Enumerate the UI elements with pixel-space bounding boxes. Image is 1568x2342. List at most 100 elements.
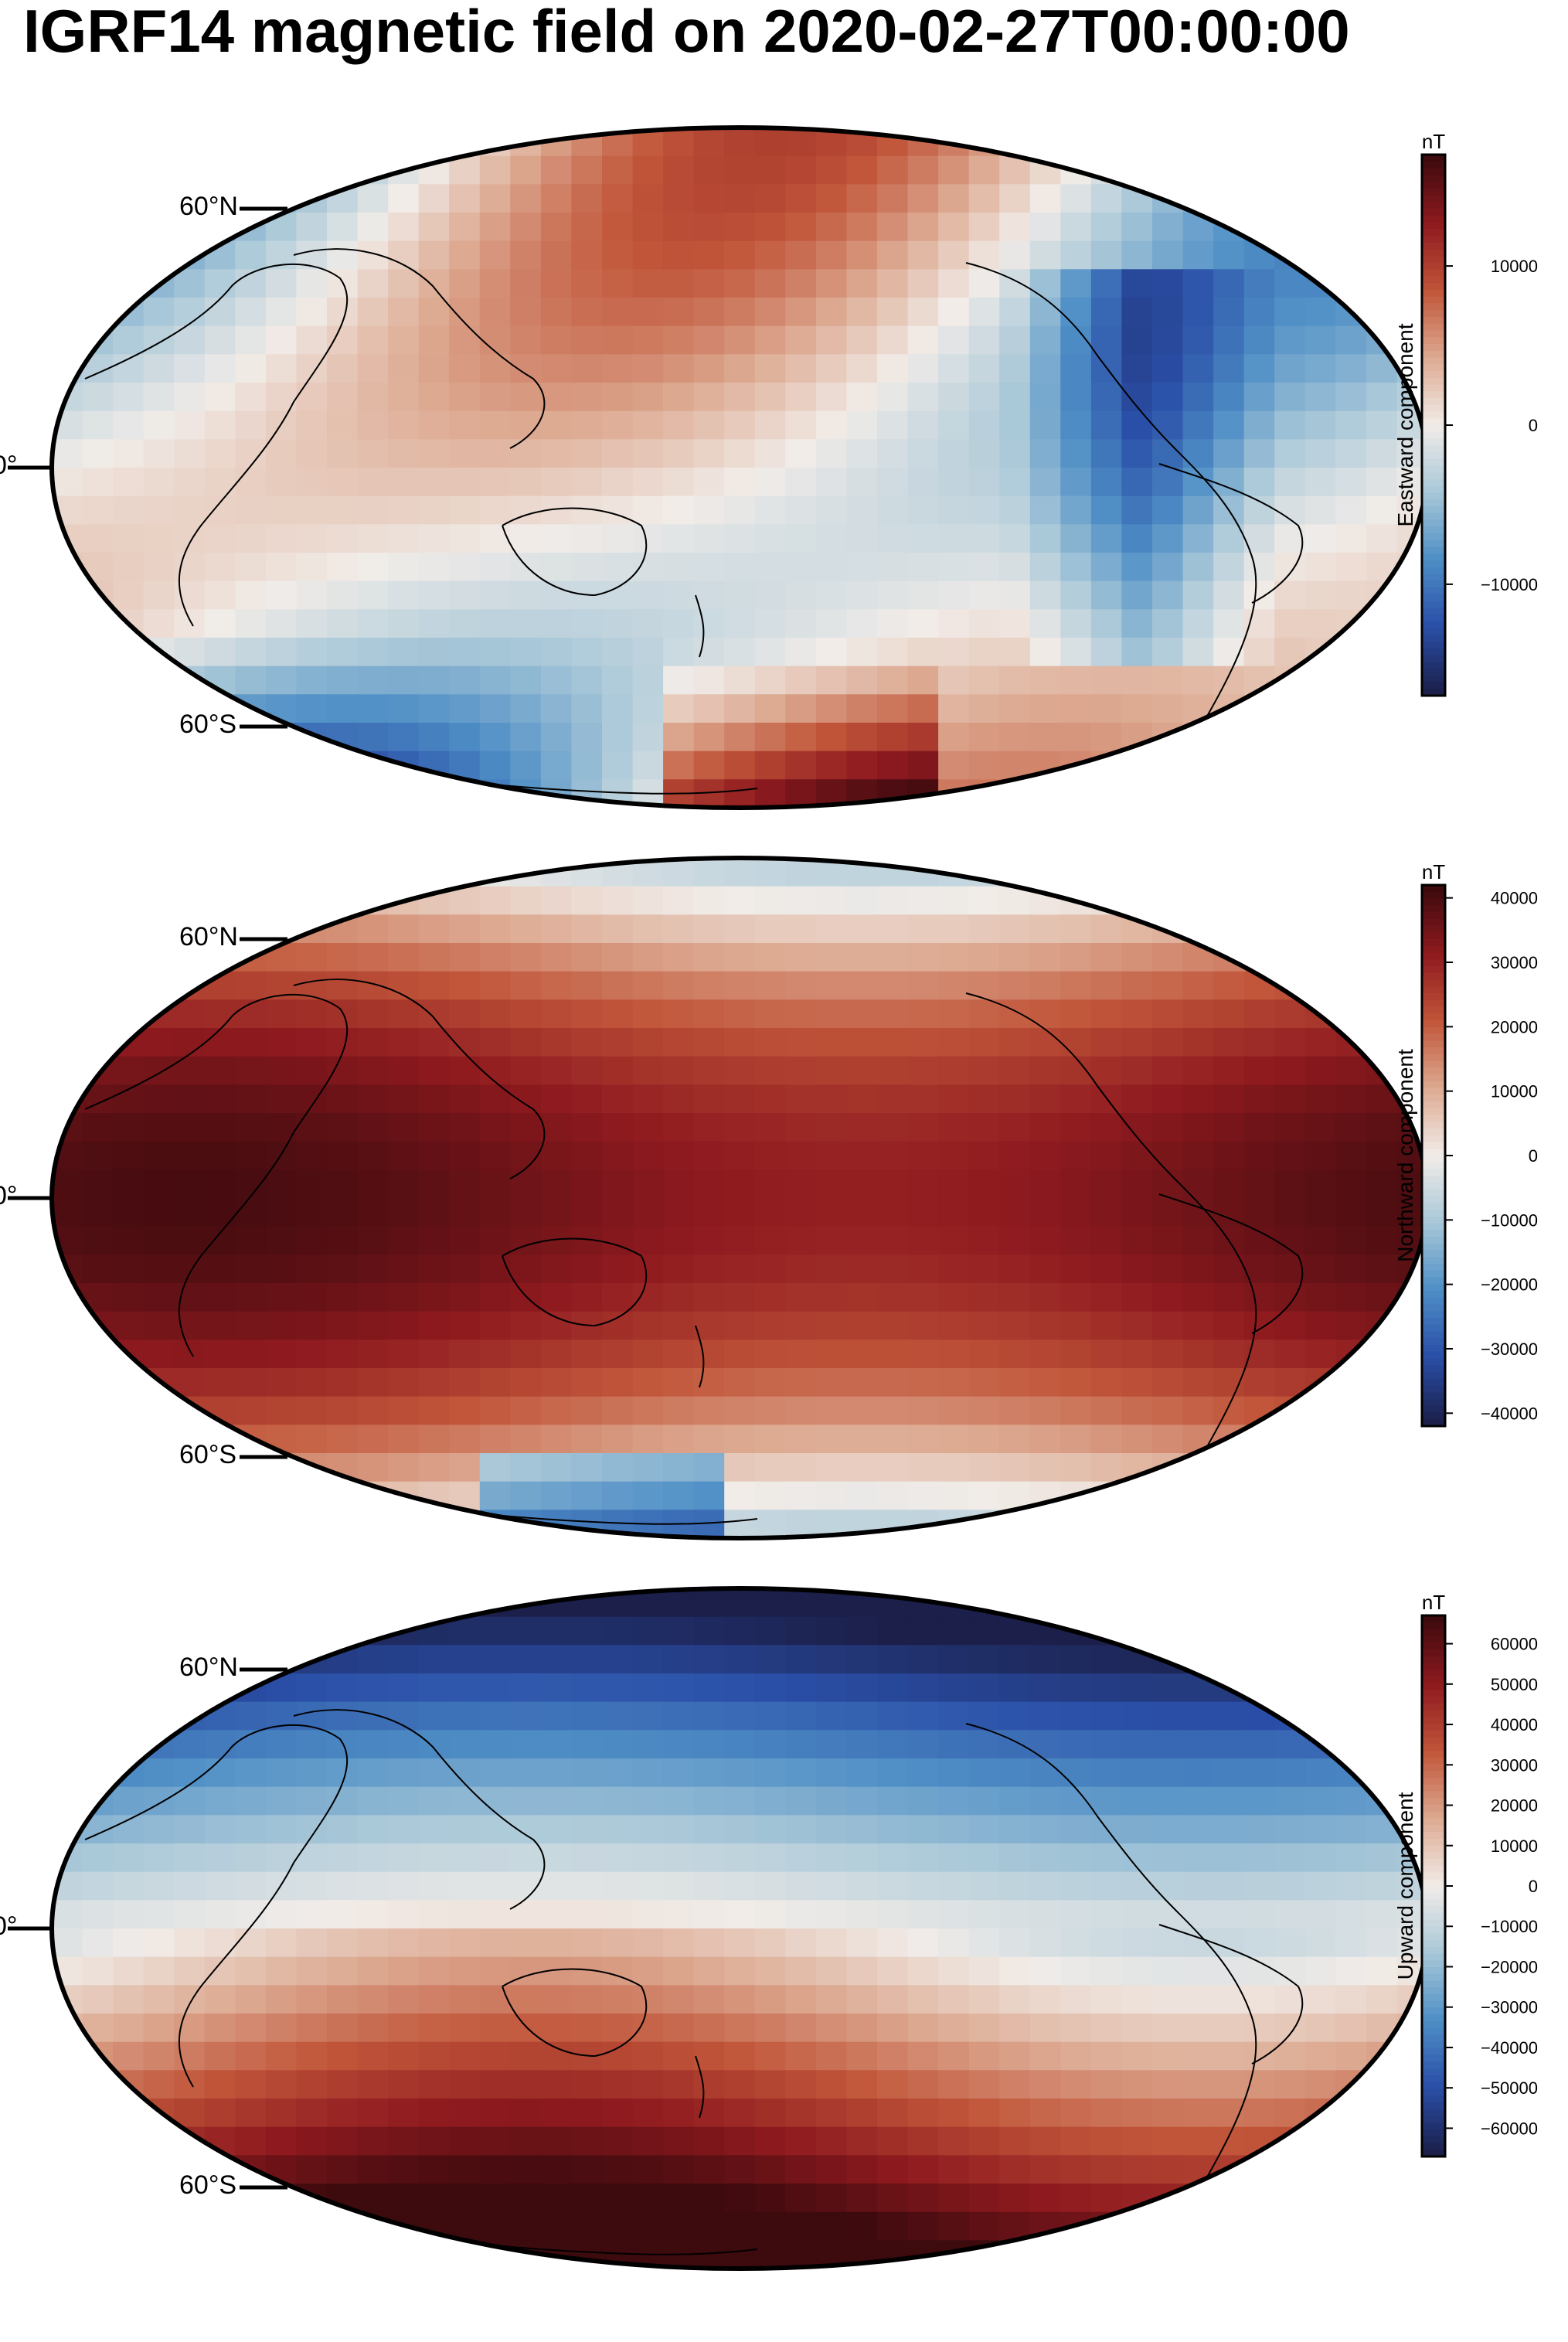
grid-cell (510, 1198, 542, 1227)
grid-cell (540, 269, 573, 298)
grid-cell (327, 609, 359, 638)
grid-cell (174, 2211, 206, 2242)
grid-cell (540, 325, 573, 356)
grid-cell (632, 495, 664, 526)
grid-cell (846, 1786, 878, 1816)
grid-cell (632, 184, 664, 213)
colorbar-segment (1422, 1832, 1445, 1840)
grid-cell (1243, 184, 1276, 213)
colorbar-segment (1422, 195, 1445, 203)
grid-cell (846, 665, 878, 696)
grid-cell (724, 2155, 756, 2184)
grid-cell (815, 1169, 848, 1199)
colorbar-segment (1422, 2143, 1445, 2151)
grid-cell (1121, 1673, 1153, 1703)
grid-cell (693, 1368, 726, 1397)
grid-cell (174, 638, 206, 667)
grid-cell (693, 971, 726, 1001)
grid-cell (785, 1169, 817, 1199)
grid-cell (296, 1843, 328, 1873)
grid-cell (1121, 2099, 1153, 2128)
grid-cell (449, 1368, 481, 1397)
grid-cell (663, 886, 695, 916)
grid-cell (204, 524, 236, 553)
grid-cell (1029, 999, 1062, 1029)
grid-cell (235, 751, 267, 781)
grid-cell (510, 1028, 542, 1057)
grid-cell (204, 2099, 236, 2128)
grid-cell (388, 1198, 420, 1227)
grid-cell (143, 1985, 175, 2014)
colorbar-segment (1422, 1642, 1445, 1650)
grid-cell (602, 2126, 634, 2156)
grid-cell (999, 553, 1031, 582)
grid-cell (1274, 1645, 1306, 1674)
grid-cell (540, 1056, 573, 1086)
grid-cell (235, 1985, 267, 2014)
grid-cell (1090, 1113, 1123, 1142)
grid-cell (510, 2126, 542, 2156)
colorbar-segment (1422, 2054, 1445, 2063)
grid-cell (938, 2211, 970, 2242)
panel-northward: 60°N 0° 60°S −40000−30000−20000−10000010… (0, 854, 1568, 1612)
grid-cell (1243, 723, 1276, 752)
grid-cell (510, 1758, 542, 1788)
grid-cell (479, 971, 512, 1001)
grid-cell (815, 1396, 848, 1426)
grid-cell (296, 2155, 328, 2184)
grid-cell (968, 1871, 1001, 1901)
grid-cell (663, 1141, 695, 1171)
grid-cell (418, 1141, 451, 1171)
grid-cell (357, 1028, 389, 1057)
coastline (965, 1723, 1257, 2180)
grid-cell (968, 495, 1001, 526)
grid-cell (479, 1900, 512, 1929)
grid-cell (265, 1113, 298, 1142)
grid-cell (327, 155, 359, 186)
grid-cell (265, 553, 298, 582)
grid-cell (143, 1510, 175, 1538)
grid-cell (540, 410, 573, 441)
grid-cell (907, 383, 939, 412)
grid-cell (632, 1311, 664, 1341)
grid-cell (1060, 269, 1092, 298)
grid-cell (999, 495, 1031, 526)
grid-cell (1213, 1645, 1245, 1674)
grid-cell (1304, 1871, 1337, 1901)
grid-cell (1060, 354, 1092, 383)
grid-cell (479, 1283, 512, 1312)
grid-cell (540, 999, 573, 1029)
grid-cell (204, 2240, 236, 2269)
grid-cell (663, 2184, 695, 2213)
grid-cell (754, 1815, 787, 1844)
grid-cell (510, 723, 542, 752)
grid-cell (693, 1113, 726, 1142)
grid-cell (479, 269, 512, 298)
grid-cell (1182, 495, 1214, 526)
colorbar-segment (1422, 1744, 1445, 1752)
grid-cell (449, 914, 481, 944)
grid-cell (724, 1198, 756, 1227)
grid-cell (418, 723, 451, 752)
grid-cell (540, 298, 573, 327)
grid-cell (754, 325, 787, 356)
grid-cell (296, 468, 328, 497)
grid-cell (632, 1900, 664, 1929)
grid-cell (999, 383, 1031, 412)
grid-cell (82, 1481, 114, 1511)
grid-cell (1152, 2041, 1184, 2071)
grid-cell (1335, 1815, 1367, 1844)
grid-cell (571, 1786, 603, 1816)
grid-cell (846, 1645, 878, 1674)
grid-cell (296, 943, 328, 972)
grid-cell (235, 2126, 267, 2156)
grid-cell (1121, 2211, 1153, 2242)
grid-cell (143, 779, 175, 808)
grid-cell (82, 694, 114, 723)
grid-cell (877, 886, 909, 916)
colorbar-segment (1422, 635, 1445, 643)
grid-cell (632, 553, 664, 582)
grid-cell (388, 213, 420, 242)
grid-cell (602, 694, 634, 723)
